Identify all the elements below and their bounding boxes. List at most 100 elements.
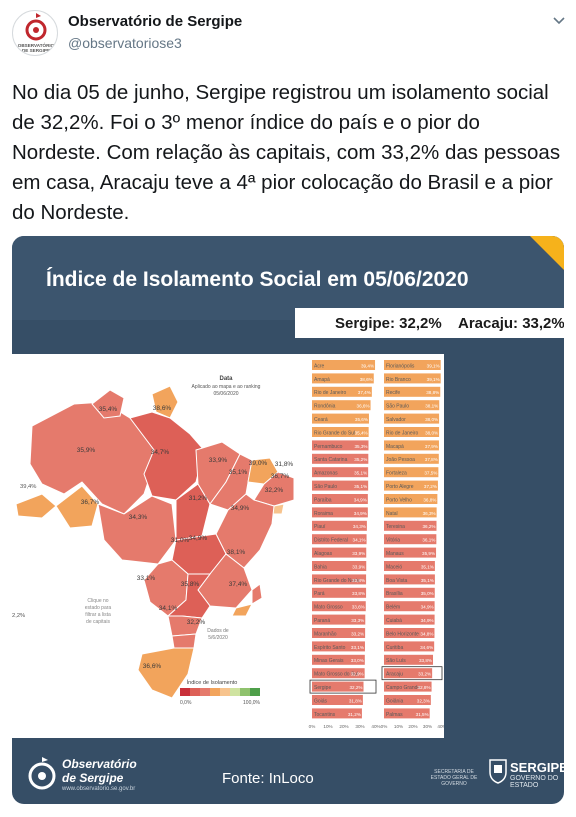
chart-tick-label: 10%: [323, 724, 332, 729]
observatorio-footer-logo-icon: [28, 757, 56, 790]
chart-value-label: 33,0%: [351, 658, 364, 663]
chart-value-label: 35,1%: [421, 564, 434, 569]
chart-category-label: Distrito Federal: [314, 538, 348, 544]
chart-bar: [312, 494, 368, 504]
map-label: 38,6%: [153, 405, 172, 412]
map-region-acre[interactable]: [15, 493, 57, 519]
data-note-2: 05/06/2020: [213, 391, 238, 397]
chart-value-label: 32,8%: [418, 685, 431, 690]
corner-decoration: [530, 236, 564, 270]
data-note-1: Aplicado ao mapa e ao ranking: [192, 384, 261, 390]
chart-category-label: São Paulo: [386, 404, 409, 410]
chart-bar: [384, 453, 439, 464]
map-region-rondonia[interactable]: [55, 485, 99, 529]
map-region-amapa[interactable]: [151, 385, 179, 419]
map-region-rio-de-janeiro[interactable]: [231, 603, 253, 617]
legend-swatch: [240, 688, 250, 696]
chart-bar: [312, 534, 367, 545]
chart-bar: [384, 400, 440, 411]
chart-bar: [312, 413, 369, 424]
chart-category-label: Maceió: [386, 564, 402, 570]
map-region-para[interactable]: [129, 411, 205, 501]
chart-value-label: 36,6%: [357, 404, 370, 409]
map-label: 36,6%: [143, 663, 162, 670]
chart-tick-label: 0%: [309, 724, 316, 729]
legend-swatch: [210, 688, 220, 696]
chart-bar: [312, 587, 367, 598]
chart-category-label: Porto Velho: [386, 497, 412, 503]
stats-box: Sergipe: 32,2% Aracaju: 33,2%: [295, 308, 564, 338]
chart-value-label: 33,6%: [352, 605, 365, 610]
chart-bar: [384, 654, 434, 665]
chart-category-label: Campo Grande: [386, 685, 420, 691]
map-region-roraima[interactable]: [91, 389, 125, 419]
legend-max: 100,0%: [243, 700, 261, 706]
chart-value-label: 34,1%: [353, 538, 366, 543]
author-name[interactable]: Observatório de Sergipe: [68, 13, 243, 30]
chart-value-label: 33,9%: [352, 551, 365, 556]
chart-value-label: 33,1%: [351, 645, 364, 650]
chart-category-label: Rondônia: [314, 404, 336, 410]
secretaria-text: SECRETARIA DE ESTADO GERAL DE GOVERNO: [430, 769, 478, 787]
chart-category-label: Pernambuco: [314, 444, 343, 450]
chart-bar: [384, 373, 441, 384]
chart-category-label: Bahia: [314, 564, 327, 570]
chart-bar: [312, 386, 372, 397]
click-note-line: estado para: [85, 605, 112, 611]
chart-bar: [312, 708, 362, 719]
chart-bar: [312, 641, 365, 652]
chart-category-label: São Paulo: [314, 484, 337, 490]
avatar[interactable]: OBSERVATÓRIO DE SERGIPE: [12, 10, 58, 56]
footer-brand-line-1: Observatório: [62, 757, 137, 771]
map-label: 34,1%: [159, 605, 178, 612]
chart-bar: [384, 668, 433, 679]
chart-category-label: Amapá: [314, 377, 330, 383]
chart-bar: [312, 373, 374, 384]
map-label: 34,9%: [231, 505, 250, 512]
map-region-rio-grande-do-sul[interactable]: [137, 647, 195, 699]
chart-value-label: 37,4%: [358, 390, 371, 395]
chart-category-label: Mato Grosso do Sul: [314, 672, 358, 678]
chart-bar: [384, 534, 437, 545]
brazil-map: 35,4% 38,6% 35,9% 34,7% 33,9% 39,0% 31,8…: [12, 376, 295, 706]
map-value-labels: 35,4% 38,6% 35,9% 34,7% 33,9% 39,0% 31,8…: [77, 405, 294, 670]
chart-category-label: Paraíba: [314, 497, 332, 503]
chart-value-label: 38,8%: [426, 390, 439, 395]
chart-category-label: São Luís: [386, 658, 406, 664]
legend-title: Índice de Isolamento: [187, 679, 238, 686]
card-title: Índice de Isolamento Social em 05/06/202…: [46, 268, 469, 291]
chart-category-label: Cuiabá: [386, 618, 402, 624]
chart-bar: [312, 574, 367, 585]
chart-category-label: Natal: [386, 511, 398, 517]
chart-bar: [384, 601, 435, 612]
chart-bar: [384, 614, 435, 625]
chevron-down-icon[interactable]: [550, 12, 568, 30]
map-region-espirito-santo[interactable]: [251, 583, 263, 605]
chart-bar: [312, 614, 366, 625]
card-header: [12, 236, 564, 320]
chart-category-label: Manaus: [386, 551, 404, 557]
chart-bar: [312, 427, 369, 437]
avatar-text-1: OBSERVATÓRIO: [18, 41, 55, 48]
chart-tick-label: 40%: [437, 724, 444, 729]
chart-value-label: 33,2%: [351, 631, 364, 636]
chart-tick-label: 30%: [355, 724, 364, 729]
chart-value-label: 33,2%: [418, 672, 431, 677]
chart-category-label: Rio Grande do Sul: [314, 430, 355, 436]
stat-sergipe: Sergipe: 32,2%: [335, 315, 442, 332]
chart-highlight-box: [381, 666, 443, 681]
chart-bar: [384, 681, 432, 692]
author-handle[interactable]: @observatoriose3: [68, 35, 182, 51]
chart-value-label: 32,2%: [349, 685, 362, 690]
map-region-parana[interactable]: [167, 615, 203, 637]
tweet-image[interactable]: Índice de Isolamento Social em 05/06/202…: [12, 236, 564, 804]
map-label: 36,7%: [271, 473, 290, 480]
chart-value-label: 38,1%: [425, 404, 438, 409]
legend-swatch: [230, 688, 240, 696]
chart-bar: [384, 587, 435, 598]
map-label: 32,2%: [265, 487, 284, 494]
chart-value-label: 31,5%: [416, 712, 429, 717]
chart-category-label: Acre: [314, 363, 325, 369]
map-label: 38,1%: [227, 549, 246, 556]
chart-bar: [384, 574, 435, 585]
